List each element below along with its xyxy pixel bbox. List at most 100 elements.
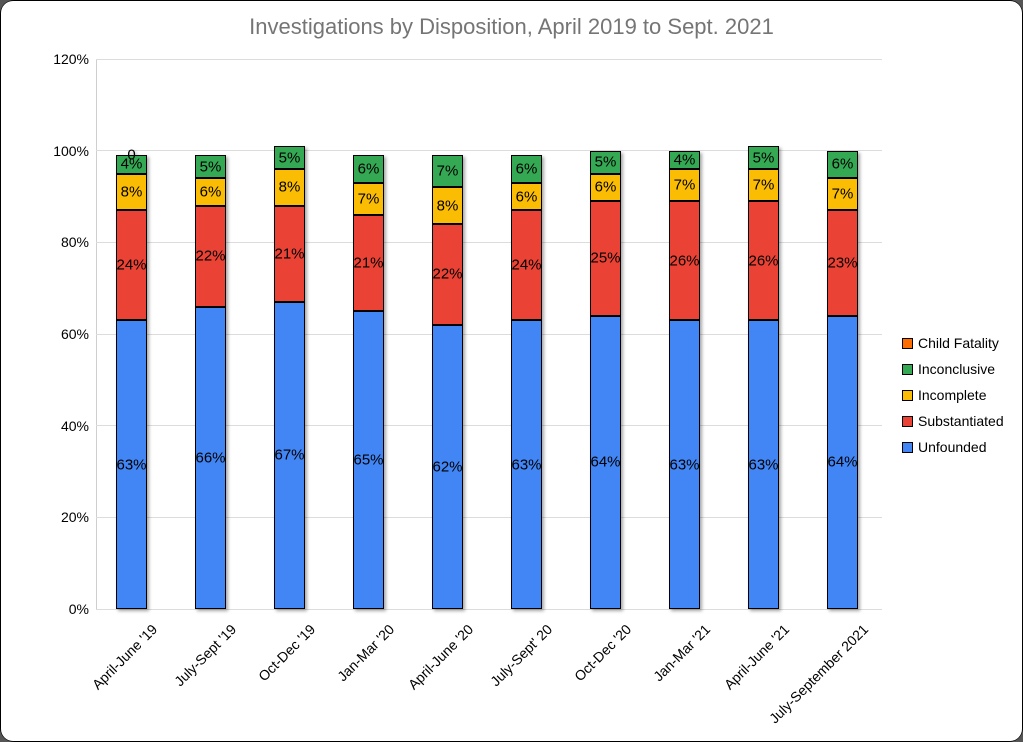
legend-swatch-icon <box>902 415 913 427</box>
segment-data-label: 21% <box>274 245 305 263</box>
bar-segment-inconclusive: 5% <box>195 155 226 179</box>
segment-data-label: 8% <box>120 183 143 201</box>
bar-8: 63% 26% 7% 4% <box>669 150 700 609</box>
segment-data-label: 64% <box>827 453 858 471</box>
bar-segment-inconclusive: 5% <box>590 150 621 174</box>
legend-label: Substantiated <box>918 413 1004 429</box>
bar-segment-incomplete: 6% <box>590 173 621 202</box>
segment-data-label: 66% <box>195 449 226 467</box>
legend-swatch-icon <box>902 337 913 349</box>
y-tick-label: 20% <box>60 509 89 526</box>
segment-data-label: 63% <box>116 456 147 474</box>
segment-data-label: 8% <box>278 178 301 196</box>
segment-data-label: 4% <box>673 151 696 169</box>
segment-data-label: 5% <box>199 158 222 176</box>
segment-data-label: 64% <box>590 453 621 471</box>
segment-data-label: 6% <box>199 183 222 201</box>
bar-segment-incomplete: 7% <box>827 178 858 211</box>
bar-2: 66% 22% 6% 5% <box>195 155 226 609</box>
bar-segment-unfounded: 64% <box>827 315 858 609</box>
bar-segment-incomplete: 6% <box>195 178 226 206</box>
bar-7: 64% 25% 6% 5% <box>590 150 621 609</box>
segment-data-label: 7% <box>357 190 380 208</box>
gridline <box>96 608 882 610</box>
bar-segment-substantiated: 22% <box>432 224 463 325</box>
y-tick-label: 100% <box>53 142 89 159</box>
segment-data-label: 24% <box>116 256 147 274</box>
bar-segment-substantiated: 24% <box>511 210 542 321</box>
bar-segment-incomplete: 8% <box>432 187 463 224</box>
bar-segment-substantiated: 26% <box>669 201 700 321</box>
bar-segment-unfounded: 63% <box>511 320 542 609</box>
bar-segment-inconclusive: 4% <box>116 155 147 174</box>
segment-data-label: 26% <box>748 252 779 270</box>
bar-segment-incomplete: 6% <box>511 182 542 211</box>
bar-segment-inconclusive: 5% <box>748 146 779 169</box>
plot-area: 63% 24% 8% 4% 0 66% 22% 6% 5% 67% 21% 8% 5% 65% 21% 7% 6… <box>96 58 882 610</box>
legend-swatch-icon <box>902 389 913 401</box>
bar-6: 63% 24% 6% 6% <box>511 155 542 609</box>
bar-segment-unfounded: 66% <box>195 306 226 609</box>
segment-data-label: 7% <box>436 162 459 180</box>
bar-segment-inconclusive: 6% <box>511 155 542 183</box>
legend-item-inconclusive: Inconclusive <box>902 356 1004 382</box>
bar-9: 63% 26% 7% 5% <box>748 146 779 609</box>
segment-data-label: 22% <box>432 265 463 283</box>
bar-segment-inconclusive: 5% <box>274 146 305 169</box>
bar-segment-incomplete: 8% <box>116 173 147 211</box>
segment-data-label: 5% <box>752 149 775 167</box>
segment-data-label: 6% <box>831 155 854 173</box>
bar-segment-substantiated: 25% <box>590 201 621 316</box>
segment-data-label: 6% <box>515 188 538 205</box>
zero-data-label: 0 <box>127 146 136 164</box>
legend-item-unfounded: Unfounded <box>902 434 1004 460</box>
legend-item-substantiated: Substantiated <box>902 408 1004 434</box>
gridline <box>96 333 882 335</box>
y-tick-label: 120% <box>53 51 89 67</box>
bar-segment-inconclusive: 6% <box>353 155 384 183</box>
bar-segment-unfounded: 63% <box>669 320 700 609</box>
segment-data-label: 63% <box>511 456 542 474</box>
segment-data-label: 23% <box>827 254 858 272</box>
bar-segment-unfounded: 65% <box>353 311 384 609</box>
legend-swatch-icon <box>902 363 913 375</box>
segment-data-label: 24% <box>511 256 542 274</box>
bar-3: 67% 21% 8% 5% <box>274 146 305 609</box>
legend: Child Fatality Inconclusive Incomplete Subs… <box>902 330 1004 460</box>
segment-data-label: 6% <box>357 160 380 178</box>
segment-data-label: 5% <box>278 149 301 167</box>
chart-title: Investigations by Disposition, April 201… <box>249 14 774 39</box>
bar-segment-substantiated: 24% <box>116 210 147 321</box>
segment-data-label: 7% <box>752 176 775 194</box>
legend-item-child-fatality: Child Fatality <box>902 330 1004 356</box>
legend-label: Inconclusive <box>918 361 996 377</box>
segment-data-label: 6% <box>515 160 538 178</box>
legend-label: Child Fatality <box>918 335 999 351</box>
segment-data-label: 25% <box>590 249 621 267</box>
segment-data-label: 7% <box>673 176 696 194</box>
bar-segment-unfounded: 63% <box>748 320 779 609</box>
gridline <box>96 150 882 152</box>
segment-data-label: 26% <box>669 252 700 270</box>
bar-10: 64% 23% 7% 6% <box>827 150 858 609</box>
bar-segment-substantiated: 21% <box>274 205 305 302</box>
bar-segment-inconclusive: 4% <box>669 150 700 169</box>
bar-segment-unfounded: 64% <box>590 315 621 609</box>
segment-data-label: 62% <box>432 458 463 476</box>
y-tick-label: 60% <box>60 326 89 342</box>
bar-segment-unfounded: 67% <box>274 301 305 609</box>
bar-segment-incomplete: 8% <box>274 169 305 206</box>
segment-data-label: 21% <box>353 254 384 272</box>
legend-label: Incomplete <box>918 387 987 403</box>
gridline <box>96 241 882 243</box>
segment-data-label: 65% <box>353 451 384 469</box>
legend-item-incomplete: Incomplete <box>902 382 1004 408</box>
segment-data-label: 63% <box>748 456 779 474</box>
bar-1: 63% 24% 8% 4% 0 <box>116 147 147 609</box>
bar-segment-inconclusive: 6% <box>827 150 858 179</box>
bar-segment-incomplete: 7% <box>669 169 700 202</box>
gridline <box>96 425 882 427</box>
x-tick-label: July-September 2021 <box>765 621 872 727</box>
y-tick-label: 80% <box>60 234 89 251</box>
segment-data-label: 8% <box>436 197 459 215</box>
